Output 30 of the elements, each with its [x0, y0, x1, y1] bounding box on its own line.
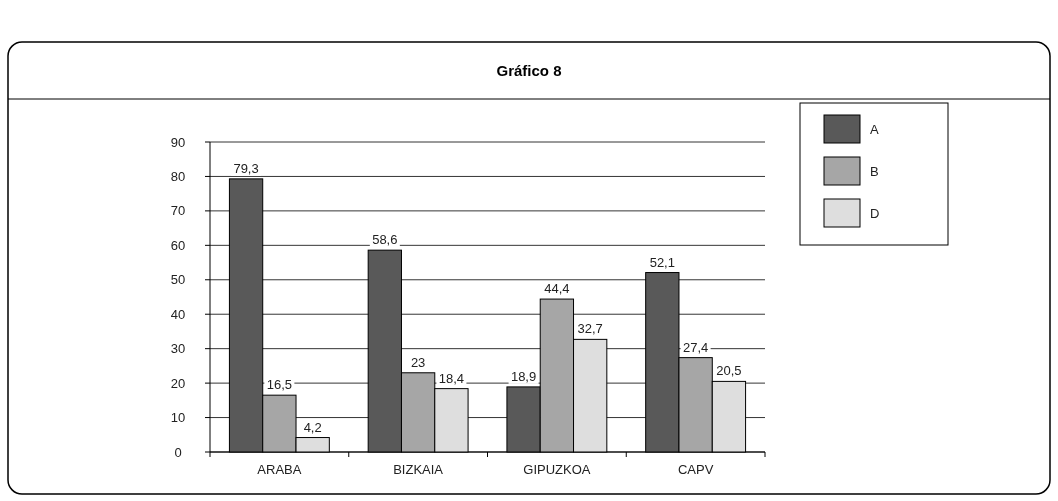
- data-label: 27,4: [682, 339, 709, 355]
- x-tick-label: ARABA: [257, 462, 302, 477]
- y-tick-label: 90: [170, 134, 186, 150]
- y-tick-label: 80: [170, 168, 186, 184]
- data-label: 4,2: [303, 419, 322, 435]
- data-label: 44,4: [544, 281, 570, 297]
- y-tick-label: 0: [174, 444, 182, 460]
- y-tick-label: 20: [170, 375, 186, 391]
- data-label: 18,4: [438, 370, 465, 386]
- x-tick-label: GIPUZKOA: [523, 462, 591, 477]
- legend-label: A: [870, 121, 879, 137]
- y-tick-label: 10: [170, 410, 186, 426]
- x-tick-label: BIZKAIA: [393, 462, 444, 477]
- data-label: 18,9: [510, 368, 537, 384]
- data-label: 58,6: [372, 232, 398, 248]
- data-label: 16,5: [266, 377, 293, 393]
- legend-label: B: [870, 163, 879, 179]
- data-label: 20,5: [716, 363, 742, 379]
- legend-label: D: [870, 205, 880, 221]
- data-label: 52,1: [649, 254, 675, 270]
- data-label: 79,3: [233, 160, 259, 176]
- chart-title: Gráfico 8: [496, 62, 562, 79]
- y-tick-label: 70: [170, 203, 186, 219]
- y-tick-label: 50: [170, 272, 186, 288]
- y-tick-label: 60: [170, 237, 186, 253]
- y-tick-label: 40: [170, 306, 186, 322]
- y-tick-label: 30: [170, 341, 186, 357]
- data-label: 32,7: [577, 321, 603, 337]
- x-tick-label: CAPV: [677, 462, 714, 477]
- data-label: 23: [410, 354, 426, 370]
